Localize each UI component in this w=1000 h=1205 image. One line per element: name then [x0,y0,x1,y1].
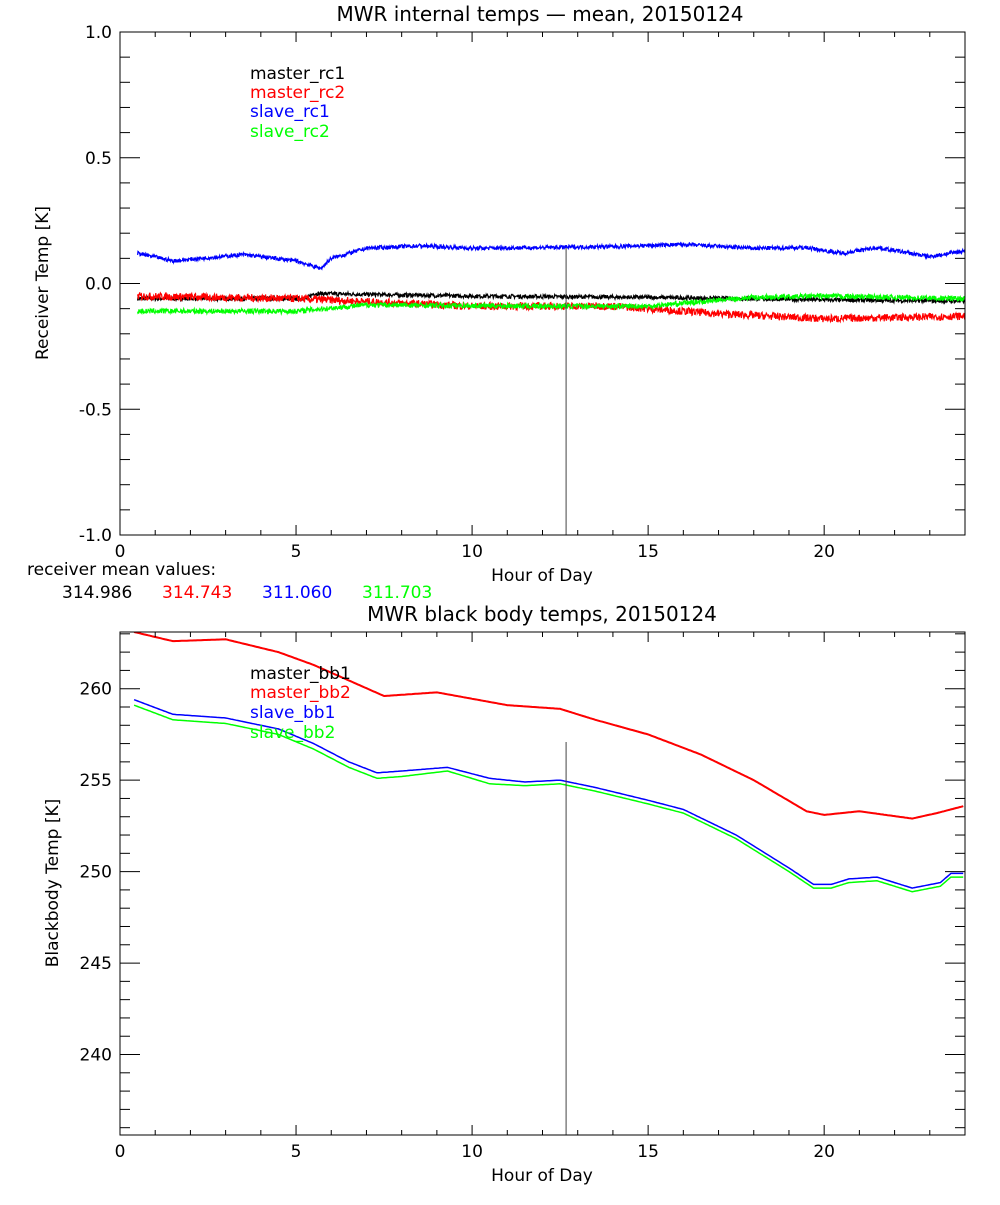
y-axis-label-2: Blackbody Temp [K] [43,799,63,968]
y-axis-label-1: Receiver Temp [K] [33,206,53,360]
x-tick-label: 0 [115,1142,126,1162]
annotation-value-3: 311.060 [262,583,332,603]
y-tick-label: 0.5 [85,149,112,169]
x-tick-label: 15 [637,542,659,562]
series-line-master_bb2 [133,632,964,820]
legend-entry: master_bb1 [250,664,351,684]
annotation-value-4: 311.703 [362,583,432,603]
x-tick-label: 0 [115,542,126,562]
chart-title-2: MWR black body temps, 20150124 [367,602,717,626]
y-tick-label: -0.5 [79,400,112,420]
x-tick-label: 5 [291,1142,302,1162]
legend-entry: slave_rc2 [250,122,330,142]
x-axis-label-1: Hour of Day [491,566,593,586]
series-line-slave_bb2 [133,704,964,893]
legend-1: master_rc1 master_rc2 slave_rc1 slave_rc… [250,64,345,142]
x-tick-label: 20 [813,542,835,562]
annotation-label: receiver mean values: [27,560,216,580]
legend-entry: slave_rc1 [250,102,330,122]
legend-entry: master_rc2 [250,83,345,103]
y-tick-label: 240 [80,1046,112,1066]
y-tick-label: 1.0 [85,23,112,43]
x-tick-label: 20 [813,1142,835,1162]
annotation-value-1: 314.986 [62,583,132,603]
legend-entry: slave_bb2 [250,723,335,743]
y-tick-label: -1.0 [79,526,112,546]
annotation-value-2: 314.743 [162,583,232,603]
chart-title-1: MWR internal temps — mean, 20150124 [336,2,743,26]
legend-entry: slave_bb1 [250,703,335,723]
plot-frame [119,31,966,536]
y-tick-label: 0.0 [85,275,112,295]
series-line-slave_rc1 [137,241,965,271]
series-line-slave_bb1 [133,698,964,889]
y-tick-label: 255 [80,771,112,791]
series-line-slave_rc2 [137,292,965,316]
x-tick-label: 15 [637,1142,659,1162]
y-tick-label: 245 [80,954,112,974]
y-tick-label: 250 [80,863,112,883]
legend-entry: master_bb2 [250,683,351,703]
x-axis-label-2: Hour of Day [491,1166,593,1186]
x-tick-label: 10 [461,1142,483,1162]
y-tick-label: 260 [80,680,112,700]
x-tick-label: 10 [461,542,483,562]
x-tick-label: 5 [291,542,302,562]
legend-2: master_bb1 master_bb2 slave_bb1 slave_bb… [250,664,351,743]
legend-entry: master_rc1 [250,64,345,84]
